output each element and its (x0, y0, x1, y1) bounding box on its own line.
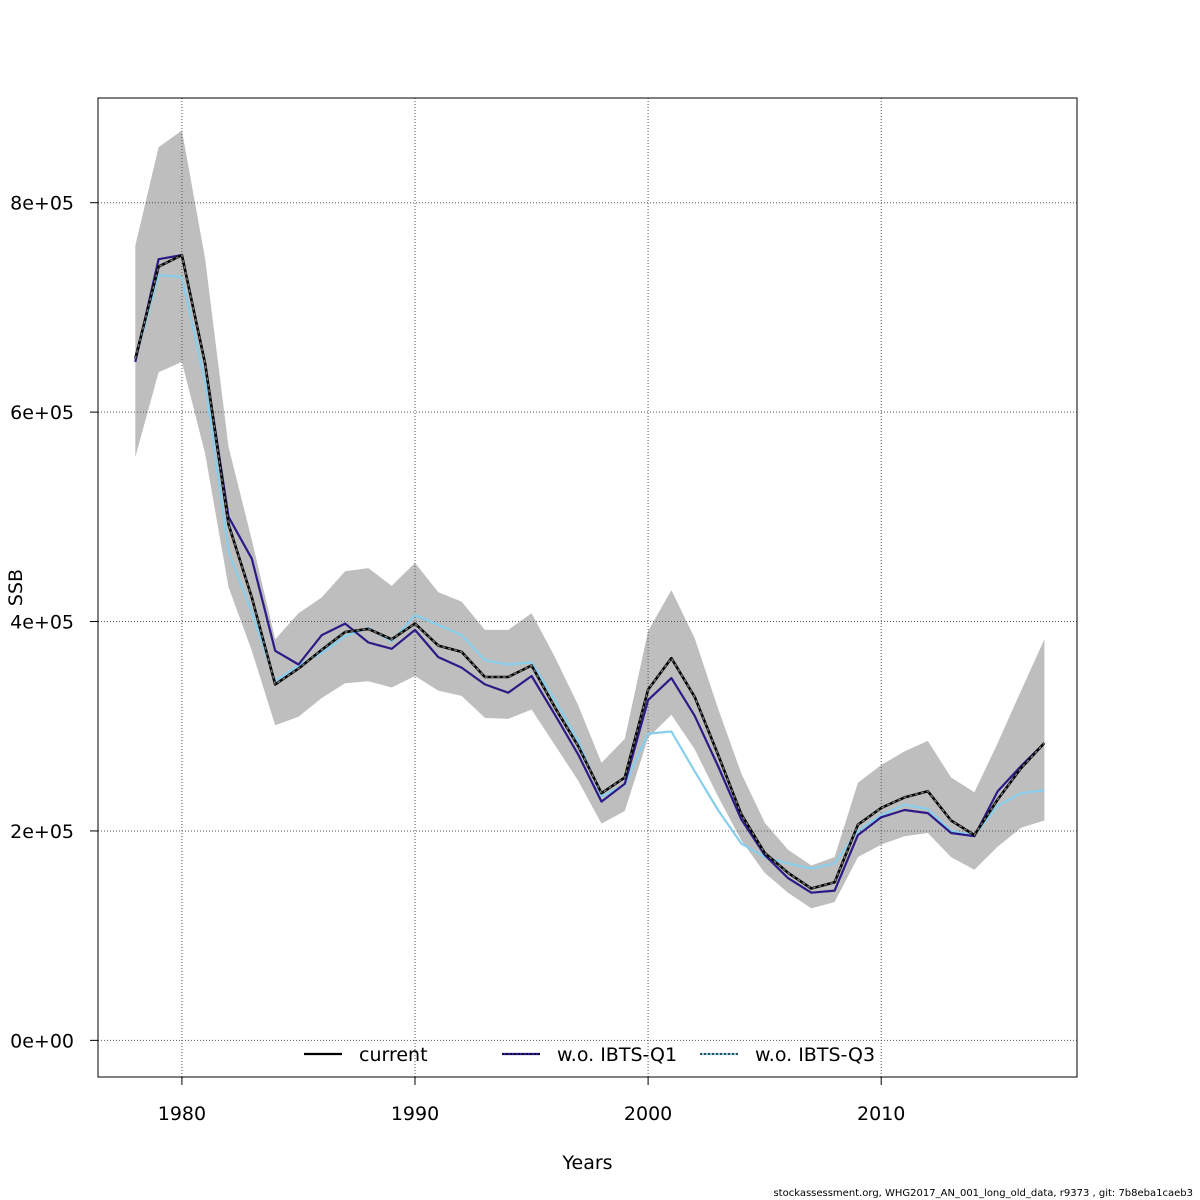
legend-entry-wo-ibts-q1: w.o. IBTS-Q1 (502, 1044, 677, 1066)
y-tick-label: 2e+05 (10, 821, 74, 843)
x-axis: 1980 1990 2000 2010 (158, 1077, 905, 1125)
x-tick-label: 2000 (624, 1103, 672, 1125)
legend-label: w.o. IBTS-Q1 (557, 1044, 677, 1066)
series-line-current-dash-overlay (134, 254, 1045, 890)
x-tick-label: 1990 (391, 1103, 439, 1125)
y-axis-title: SSB (5, 569, 27, 606)
y-tick-label: 4e+05 (10, 612, 74, 634)
y-tick-label: 6e+05 (10, 402, 74, 424)
y-axis: 0e+00 2e+05 4e+05 6e+05 8e+05 (10, 193, 98, 1052)
legend-label: w.o. IBTS-Q3 (755, 1044, 875, 1066)
confidence-band (135, 130, 1045, 909)
series-layer (134, 253, 1046, 894)
y-tick-label: 0e+00 (10, 1030, 74, 1052)
series-line-wo-ibts-q1 (134, 254, 1046, 894)
legend-entry-current: current (304, 1044, 428, 1066)
legend: current w.o. IBTS-Q1 w.o. IBTS-Q3 (304, 1044, 875, 1066)
x-tick-label: 1980 (158, 1103, 206, 1125)
legend-label: current (359, 1044, 428, 1066)
x-axis-title: Years (561, 1152, 612, 1174)
x-tick-label: 2010 (857, 1103, 905, 1125)
y-tick-label: 8e+05 (10, 193, 74, 215)
confidence-band-layer (135, 130, 1045, 909)
plot-frame (97, 97, 1078, 1078)
grid-layer (98, 98, 1077, 1077)
legend-entry-wo-ibts-q3: w.o. IBTS-Q3 (700, 1044, 875, 1066)
footer-source-note: stockassessment.org, WHG2017_AN_001_long… (773, 1188, 1193, 1199)
